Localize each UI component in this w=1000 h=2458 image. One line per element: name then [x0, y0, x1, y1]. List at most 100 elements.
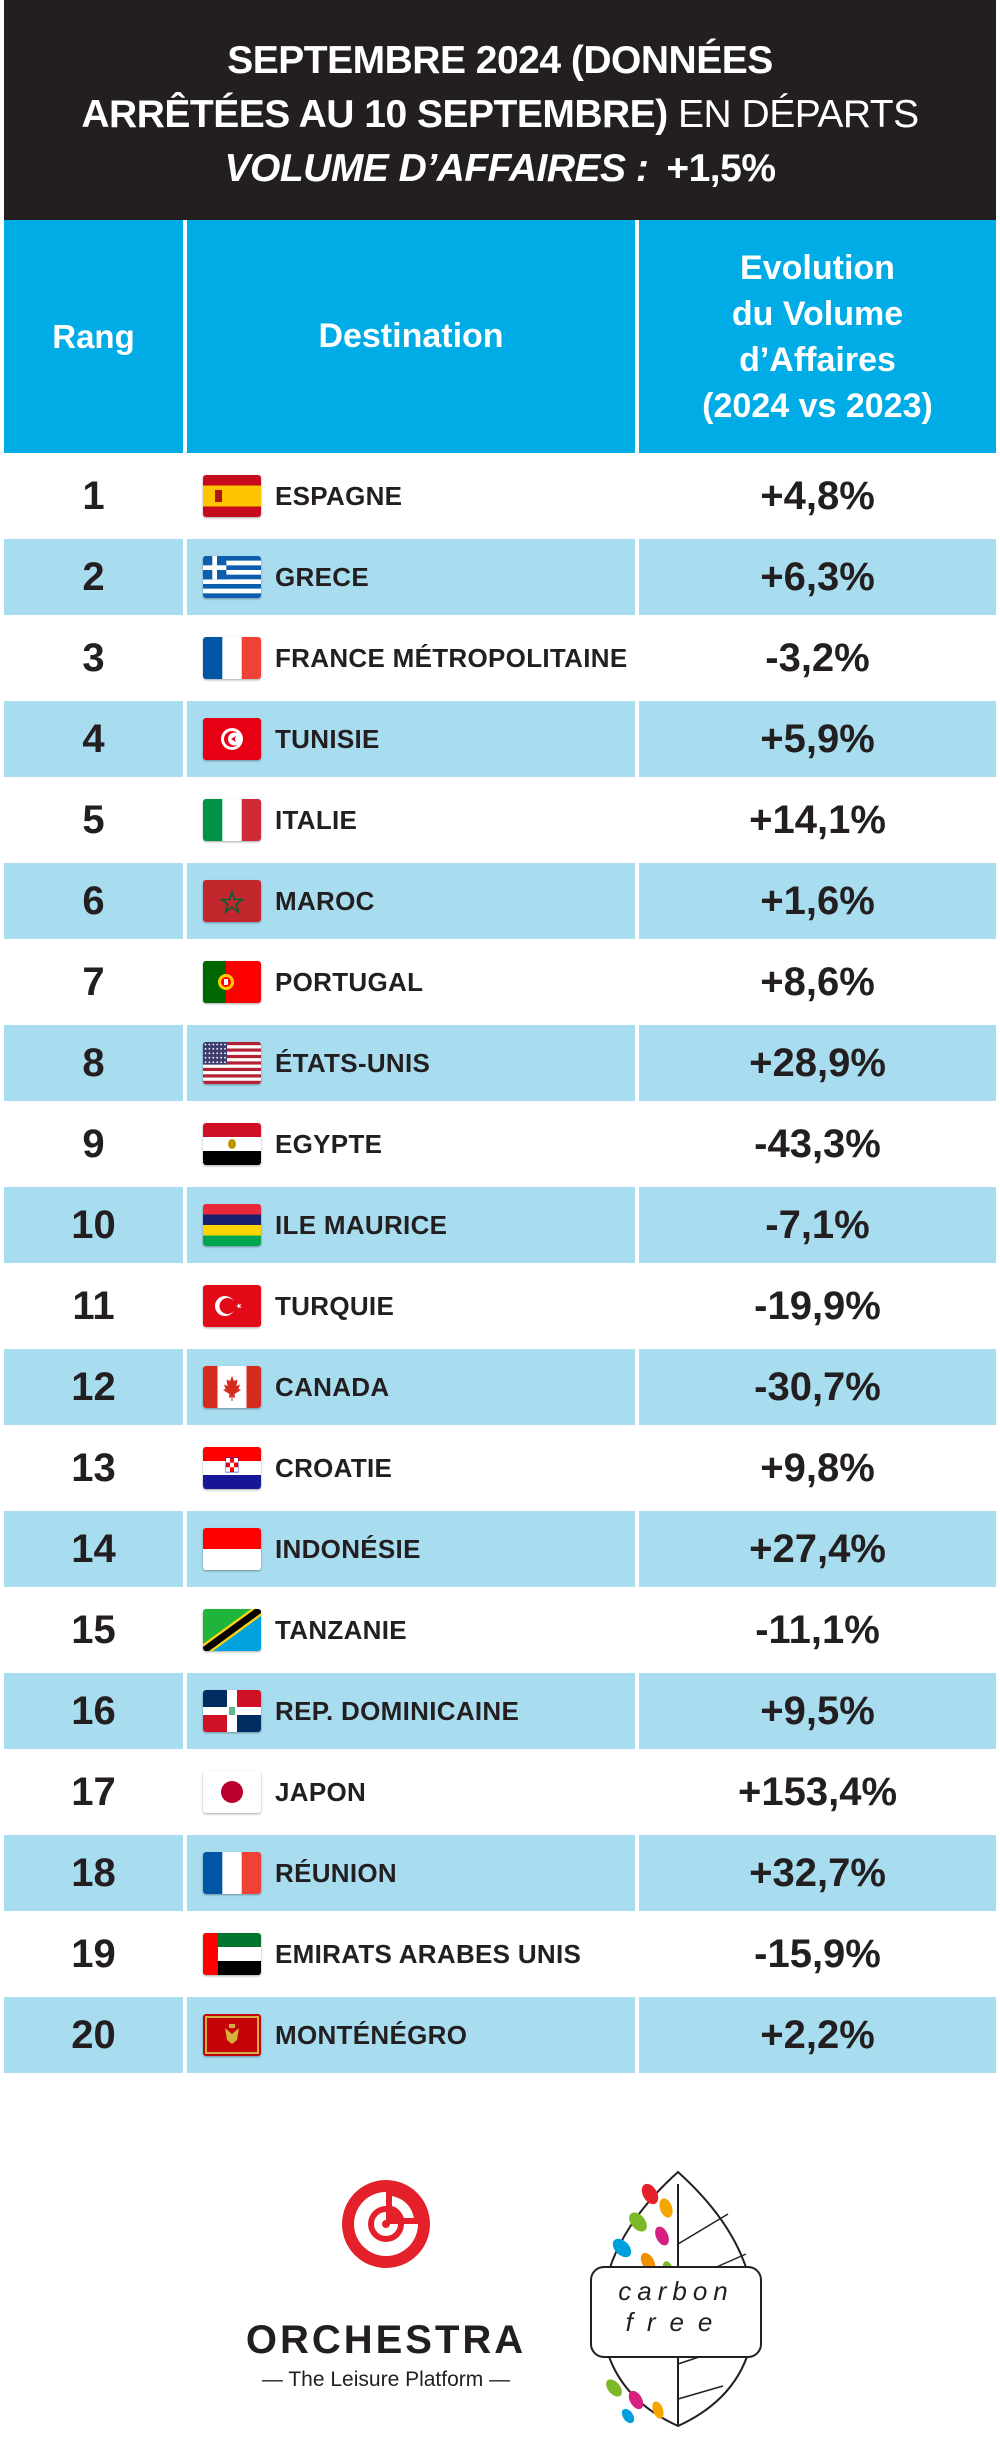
rank-cell: 5	[82, 797, 105, 842]
destination-name: TUNISIE	[275, 723, 380, 754]
banner-line-1: SEPTEMBRE 2024 (DONNÉES	[227, 39, 773, 82]
mauritius-flag-icon	[203, 1204, 261, 1246]
evolution-cell: -30,7%	[639, 1349, 996, 1425]
destination-cell: PORTUGAL	[187, 944, 635, 1020]
usa-flag-icon	[203, 1042, 261, 1084]
carbon-free-badge: carbon free	[590, 2266, 762, 2358]
banner-line-2-regular: EN DÉPARTS	[667, 93, 919, 136]
france-flag-icon	[203, 637, 261, 679]
uae-flag-icon	[203, 1933, 261, 1975]
rank-cell: 8	[4, 1025, 183, 1101]
rank-cell: 20	[4, 1997, 183, 2073]
banner-line-2-bold: ARRÊTÉES AU 10 SEPTEMBRE)	[81, 93, 668, 136]
evolution-cell: -43,3%	[754, 1121, 881, 1166]
destination-cell: INDONÉSIE	[187, 1511, 635, 1587]
evolution-cell: +153,4%	[737, 1769, 898, 1814]
destination-name: ÉTATS-UNIS	[275, 1047, 431, 1078]
reunion-flag-icon	[203, 1852, 261, 1894]
destination-cell: MONTÉNÉGRO	[187, 1997, 635, 2073]
table-row: 6 MAROC +1,6%	[4, 861, 996, 942]
greece-flag-icon	[203, 556, 261, 598]
rank-cell: 9	[82, 1121, 105, 1166]
canada-flag-icon	[203, 1366, 261, 1408]
orchestra-wordmark: ORCHESTRA	[245, 2318, 527, 2362]
banner-line-3: VOLUME D’AFFAIRES : +1,5%	[4, 142, 996, 196]
rank-cell: 1	[82, 473, 105, 518]
evolution-cell: +9,8%	[760, 1445, 875, 1490]
destination-cell: CROATIE	[187, 1430, 635, 1506]
rank-cell: 12	[4, 1349, 183, 1425]
destination-cell: ÉTATS-UNIS	[187, 1025, 635, 1101]
destination-cell: JAPON	[187, 1754, 635, 1830]
banner-volume-value: +1,5%	[666, 147, 776, 190]
rank-cell: 10	[4, 1187, 183, 1263]
destination-cell: REP. DOMINICAINE	[187, 1673, 635, 1749]
destination-name: RÉUNION	[275, 1857, 397, 1888]
rank-cell: 4	[4, 701, 183, 777]
evolution-cell: -11,1%	[755, 1607, 880, 1652]
destination-name: ITALIE	[275, 804, 358, 835]
free-label: free	[625, 2307, 727, 2337]
evolution-cell: -15,9%	[754, 1931, 881, 1976]
evolution-cell: +9,5%	[639, 1673, 996, 1749]
title-banner: SEPTEMBRE 2024 (DONNÉES ARRÊTÉES AU 10 S…	[4, 0, 996, 220]
destination-name: GRECE	[275, 561, 369, 592]
orchestra-tagline: — The Leisure Platform —	[261, 2368, 511, 2391]
rank-cell: 14	[4, 1511, 183, 1587]
destination-cell: ILE MAURICE	[187, 1187, 635, 1263]
table-row: 5 ITALIE +14,1%	[4, 780, 996, 861]
table-header: Rang Destination Evolution du Volume d’A…	[4, 220, 996, 453]
table-body: 1 ESPAGNE +4,8% 2 GRECE +6,3% 3 FRANCE MÉTROPOL…	[4, 456, 996, 2076]
destination-cell: EGYPTE	[187, 1106, 635, 1182]
rank-cell: 11	[72, 1283, 115, 1328]
header-evolution-line-4: (2024 vs 2023)	[702, 386, 933, 425]
table-row: 17 JAPON +153,4%	[4, 1752, 996, 1833]
header-evolution-line-3: d’Affaires	[739, 340, 896, 379]
rank-cell: 19	[71, 1931, 116, 1976]
destination-name: FRANCE MÉTROPOLITAINE	[275, 642, 628, 673]
table-row: 10 ILE MAURICE -7,1%	[4, 1185, 996, 1266]
table-row: 8 ÉTATS-UNIS +28,9%	[4, 1023, 996, 1104]
destination-name: EGYPTE	[275, 1128, 383, 1159]
destination-name: ILE MAURICE	[275, 1209, 448, 1240]
rank-cell: 18	[4, 1835, 183, 1911]
table-row: 14 INDONÉSIE +27,4%	[4, 1509, 996, 1590]
destination-name: JAPON	[275, 1776, 367, 1807]
evolution-cell: +6,3%	[639, 539, 996, 615]
rank-cell: 15	[71, 1607, 116, 1652]
destination-name: CANADA	[275, 1371, 390, 1402]
montenegro-flag-icon	[203, 2014, 261, 2056]
rank-cell: 16	[4, 1673, 183, 1749]
rank-cell: 6	[4, 863, 183, 939]
header-evolution-line-1: Evolution	[740, 248, 895, 287]
destination-name: REP. DOMINICAINE	[275, 1695, 520, 1726]
destination-name: EMIRATS ARABES UNIS	[275, 1938, 582, 1969]
orchestra-logo: ORCHESTRA — The Leisure Platform —	[236, 2178, 536, 2438]
table-row: 18 RÉUNION +32,7%	[4, 1833, 996, 1914]
evolution-cell: +32,7%	[639, 1835, 996, 1911]
italy-flag-icon	[203, 799, 261, 841]
table-row: 16 REP. DOMINICAINE +9,5%	[4, 1671, 996, 1752]
header-destination: Destination	[318, 317, 504, 355]
banner-volume-label: VOLUME D’AFFAIRES :	[224, 147, 649, 190]
evolution-cell: +4,8%	[760, 473, 875, 518]
destination-name: MAROC	[275, 885, 375, 916]
destination-name: PORTUGAL	[275, 966, 424, 997]
table-row: 7 PORTUGAL +8,6%	[4, 942, 996, 1023]
table-row: 13 CROATIE +9,8%	[4, 1428, 996, 1509]
destination-cell: FRANCE MÉTROPOLITAINE	[187, 620, 635, 696]
evolution-cell: +28,9%	[639, 1025, 996, 1101]
evolution-cell: -3,2%	[765, 635, 870, 680]
table-row: 1 ESPAGNE +4,8%	[4, 456, 996, 537]
header-divider	[183, 220, 187, 453]
destination-name: MONTÉNÉGRO	[275, 2019, 468, 2050]
tanzania-flag-icon	[203, 1609, 261, 1651]
destination-name: TANZANIE	[275, 1614, 407, 1645]
destination-cell: TURQUIE	[187, 1268, 635, 1344]
table-row: 3 FRANCE MÉTROPOLITAINE -3,2%	[4, 618, 996, 699]
portugal-flag-icon	[203, 961, 261, 1003]
indonesia-flag-icon	[203, 1528, 261, 1570]
header-divider	[635, 220, 639, 453]
rank-cell: 7	[82, 959, 105, 1004]
evolution-cell: +27,4%	[639, 1511, 996, 1587]
